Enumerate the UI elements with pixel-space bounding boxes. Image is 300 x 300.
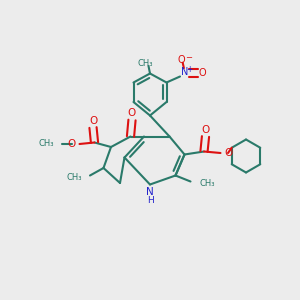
- Text: CH₃: CH₃: [138, 58, 153, 68]
- Text: +: +: [186, 64, 193, 74]
- Text: CH₃: CH₃: [200, 178, 215, 188]
- Text: O: O: [198, 68, 206, 78]
- Text: CH₃: CH₃: [38, 140, 54, 148]
- Text: −: −: [185, 53, 192, 62]
- Text: O: O: [68, 139, 76, 149]
- Text: CH₃: CH₃: [67, 172, 83, 182]
- Text: O: O: [89, 116, 97, 126]
- Text: O: O: [178, 55, 185, 65]
- Text: H: H: [147, 196, 153, 205]
- Text: O: O: [201, 125, 210, 135]
- Text: N: N: [146, 187, 154, 197]
- Text: O: O: [224, 148, 232, 158]
- Text: N: N: [181, 67, 188, 77]
- Text: O: O: [128, 108, 136, 118]
